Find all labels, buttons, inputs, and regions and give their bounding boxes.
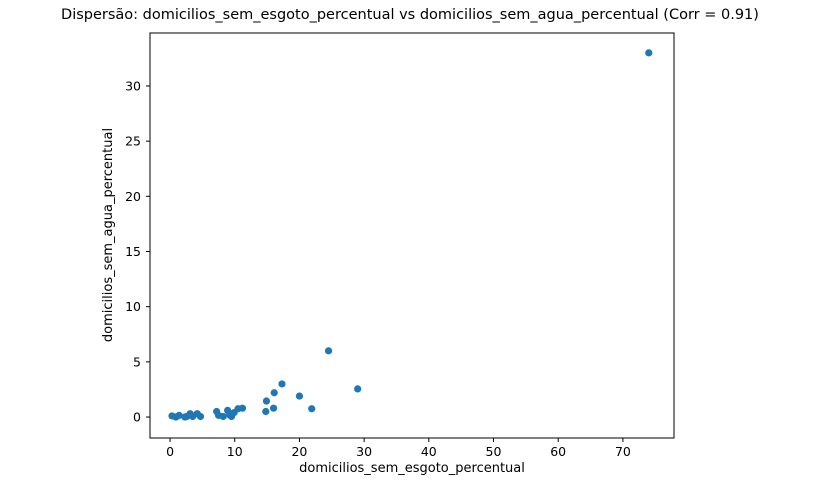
y-tick-label: 30 — [125, 78, 141, 93]
x-tick-label: 20 — [291, 444, 307, 459]
x-axis-label: domicilios_sem_esgoto_percentual — [299, 461, 525, 476]
y-tick-label: 20 — [125, 189, 141, 204]
y-tick-label: 15 — [125, 244, 141, 259]
data-point — [175, 411, 183, 419]
data-point — [269, 404, 278, 412]
data-point — [262, 407, 270, 416]
y-tick-label: 0 — [133, 410, 141, 425]
data-point — [196, 412, 205, 421]
data-point — [324, 347, 333, 355]
data-point — [278, 380, 286, 388]
data-point — [308, 405, 316, 413]
y-tick-label: 5 — [133, 354, 141, 369]
x-tick-label: 30 — [356, 444, 372, 459]
chart-title: Dispersão: domicilios_sem_esgoto_percent… — [61, 7, 759, 23]
x-tick-label: 10 — [227, 444, 243, 459]
x-tick-label: 0 — [166, 444, 174, 459]
x-tick-label: 70 — [615, 444, 631, 459]
axes-frame — [149, 32, 675, 439]
x-tick-label: 50 — [486, 444, 502, 459]
data-point — [295, 392, 304, 400]
y-axis-label: domicilios_sem_agua_percentual — [101, 127, 116, 343]
data-point — [219, 412, 227, 421]
data-point — [645, 49, 653, 57]
data-point — [238, 404, 247, 412]
y-tick-label: 10 — [125, 299, 141, 314]
data-point — [270, 389, 278, 397]
x-tick-label: 40 — [421, 444, 437, 459]
x-tick-label: 60 — [550, 444, 566, 459]
data-point — [262, 397, 271, 405]
y-tick-label: 25 — [125, 134, 141, 149]
data-point — [354, 385, 362, 393]
